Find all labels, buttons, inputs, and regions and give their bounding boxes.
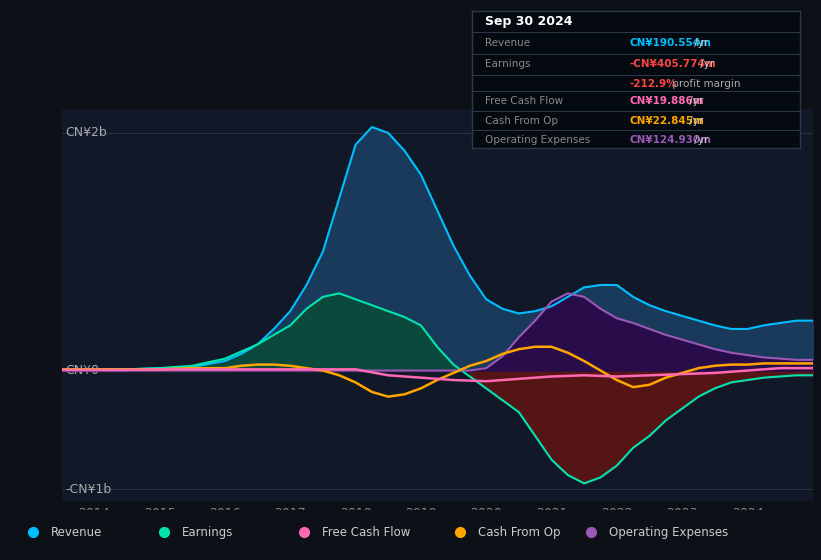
Text: CN¥2b: CN¥2b: [66, 127, 107, 139]
Text: /yr: /yr: [686, 116, 703, 126]
Text: Revenue: Revenue: [51, 526, 103, 539]
Text: Earnings: Earnings: [485, 59, 530, 69]
Text: Cash From Op: Cash From Op: [485, 116, 558, 126]
Text: -212.9%: -212.9%: [630, 79, 677, 89]
Text: -CN¥405.774m: -CN¥405.774m: [630, 59, 717, 69]
Text: CN¥190.554m: CN¥190.554m: [630, 39, 712, 49]
Text: Earnings: Earnings: [182, 526, 234, 539]
Text: -CN¥1b: -CN¥1b: [66, 483, 112, 496]
Text: profit margin: profit margin: [669, 79, 741, 89]
Text: CN¥19.886m: CN¥19.886m: [630, 96, 704, 106]
Text: CN¥0: CN¥0: [66, 364, 99, 377]
Text: CN¥22.845m: CN¥22.845m: [630, 116, 704, 126]
Text: /yr: /yr: [697, 59, 714, 69]
Text: Cash From Op: Cash From Op: [478, 526, 560, 539]
Text: Sep 30 2024: Sep 30 2024: [485, 15, 573, 28]
Text: Operating Expenses: Operating Expenses: [485, 135, 590, 145]
Text: /yr: /yr: [686, 96, 703, 106]
Text: CN¥124.930m: CN¥124.930m: [630, 135, 712, 145]
Text: Free Cash Flow: Free Cash Flow: [485, 96, 563, 106]
Text: /yr: /yr: [691, 135, 709, 145]
Text: Free Cash Flow: Free Cash Flow: [322, 526, 410, 539]
Text: /yr: /yr: [691, 39, 709, 49]
Text: Revenue: Revenue: [485, 39, 530, 49]
Text: Operating Expenses: Operating Expenses: [609, 526, 728, 539]
